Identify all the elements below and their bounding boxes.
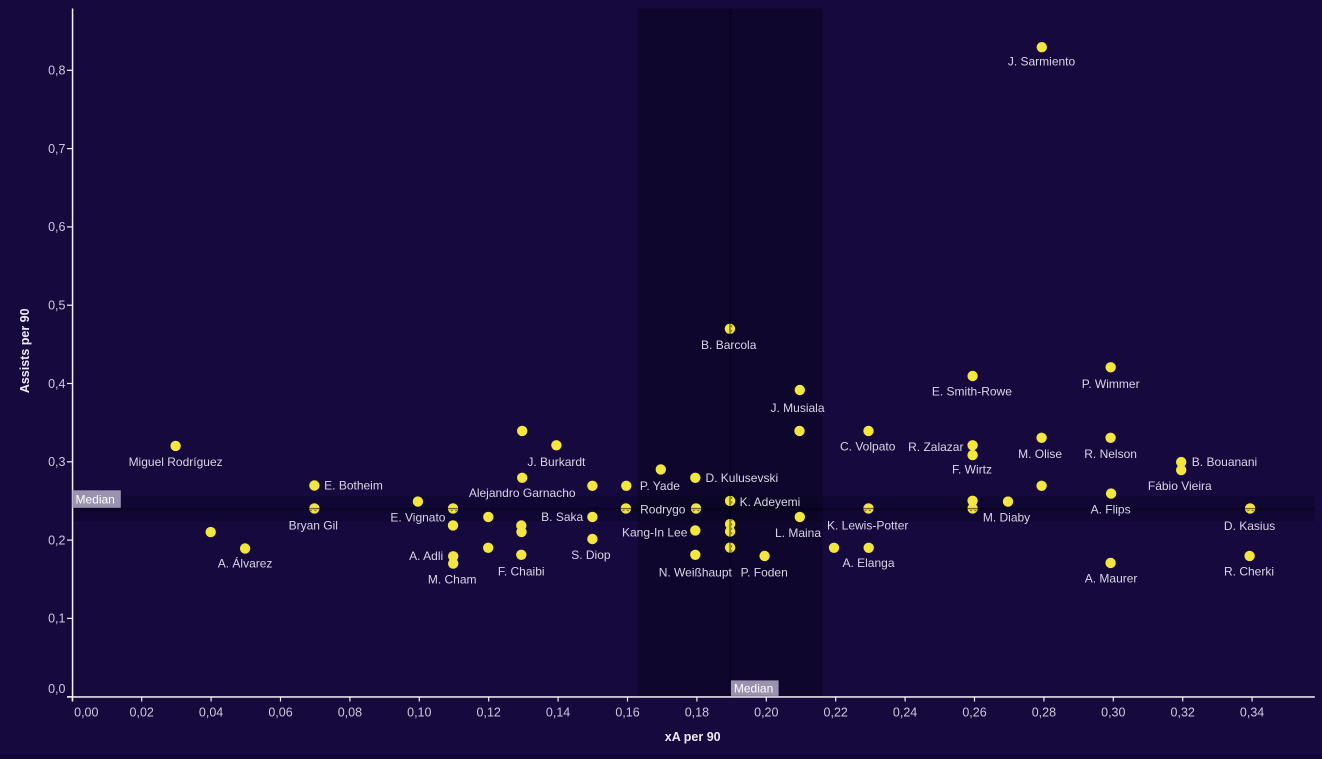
svg-text:K. Adeyemi: K. Adeyemi [740,495,801,509]
svg-text:P. Yade: P. Yade [640,479,680,493]
svg-text:xA per 90: xA per 90 [665,730,721,744]
svg-text:0,1: 0,1 [48,612,65,626]
svg-text:0,2: 0,2 [48,533,65,547]
svg-text:0,0: 0,0 [48,682,65,696]
svg-text:P. Wimmer: P. Wimmer [1082,377,1140,391]
svg-text:Median: Median [734,682,773,696]
svg-text:F. Wirtz: F. Wirtz [952,463,992,477]
svg-text:L. Maina: L. Maina [775,526,821,540]
svg-text:R. Cherki: R. Cherki [1224,565,1274,579]
svg-text:S. Diop: S. Diop [571,548,611,562]
svg-text:0,08: 0,08 [338,706,362,720]
svg-text:0,00: 0,00 [74,706,98,720]
svg-text:R. Nelson: R. Nelson [1084,447,1137,461]
svg-text:Fábio Vieira: Fábio Vieira [1148,479,1212,493]
svg-text:0,20: 0,20 [754,706,778,720]
svg-text:0,14: 0,14 [546,706,570,720]
svg-text:0,3: 0,3 [48,455,65,469]
svg-text:Rodrygo: Rodrygo [640,503,686,517]
svg-text:0,28: 0,28 [1032,706,1056,720]
svg-text:A. Elanga: A. Elanga [842,556,894,570]
svg-text:J. Sarmiento: J. Sarmiento [1008,54,1076,68]
svg-text:C. Volpato: C. Volpato [840,439,896,453]
svg-text:0,30: 0,30 [1101,706,1125,720]
svg-text:0,32: 0,32 [1171,706,1195,720]
svg-text:D. Kulusevski: D. Kulusevski [705,471,778,485]
svg-text:0,4: 0,4 [48,377,65,391]
svg-text:M. Cham: M. Cham [428,572,477,586]
svg-text:0,22: 0,22 [824,706,848,720]
svg-text:M. Diaby: M. Diaby [983,510,1030,524]
svg-text:0,06: 0,06 [268,706,292,720]
svg-text:B. Bouanani: B. Bouanani [1192,455,1257,469]
svg-text:R. Zalazar: R. Zalazar [908,440,963,454]
svg-text:0,7: 0,7 [48,142,65,156]
svg-text:A. Álvarez: A. Álvarez [218,556,273,571]
svg-text:0,8: 0,8 [48,64,65,78]
svg-text:D. Kasius: D. Kasius [1224,519,1275,533]
svg-text:0,02: 0,02 [130,706,154,720]
svg-text:0,16: 0,16 [615,706,639,720]
svg-text:A. Adli: A. Adli [409,549,443,563]
svg-text:E. Botheim: E. Botheim [324,478,383,492]
svg-text:B. Saka: B. Saka [541,510,583,524]
svg-text:N. Weißhaupt: N. Weißhaupt [659,566,733,580]
svg-text:M. Olise: M. Olise [1018,447,1062,461]
svg-text:Miguel Rodríguez: Miguel Rodríguez [129,455,223,469]
svg-text:E. Smith-Rowe: E. Smith-Rowe [932,384,1012,398]
svg-text:Assists per 90: Assists per 90 [18,308,32,393]
svg-text:0,34: 0,34 [1240,706,1264,720]
svg-text:0,04: 0,04 [199,706,223,720]
svg-text:J. Musiala: J. Musiala [770,401,824,415]
svg-text:K. Lewis-Potter: K. Lewis-Potter [827,519,908,533]
svg-text:Kang-In Lee: Kang-In Lee [622,526,688,540]
svg-text:J. Burkardt: J. Burkardt [527,455,586,469]
svg-text:A. Flips: A. Flips [1091,502,1131,516]
svg-text:Alejandro Garnacho: Alejandro Garnacho [469,486,576,500]
svg-text:0,18: 0,18 [685,706,709,720]
svg-text:A. Maurer: A. Maurer [1085,572,1138,586]
svg-text:Median: Median [76,492,115,506]
svg-text:F. Chaibi: F. Chaibi [498,565,545,579]
svg-text:P. Foden: P. Foden [741,566,788,580]
svg-text:0,26: 0,26 [962,706,986,720]
svg-text:E. Vignato: E. Vignato [390,511,445,525]
svg-text:0,24: 0,24 [893,706,917,720]
svg-text:0,10: 0,10 [407,706,431,720]
svg-text:Bryan Gil: Bryan Gil [289,519,338,533]
svg-text:0,6: 0,6 [48,220,65,234]
svg-text:0,5: 0,5 [48,299,65,313]
svg-text:0,12: 0,12 [477,706,501,720]
svg-text:B. Barcola: B. Barcola [701,338,757,352]
